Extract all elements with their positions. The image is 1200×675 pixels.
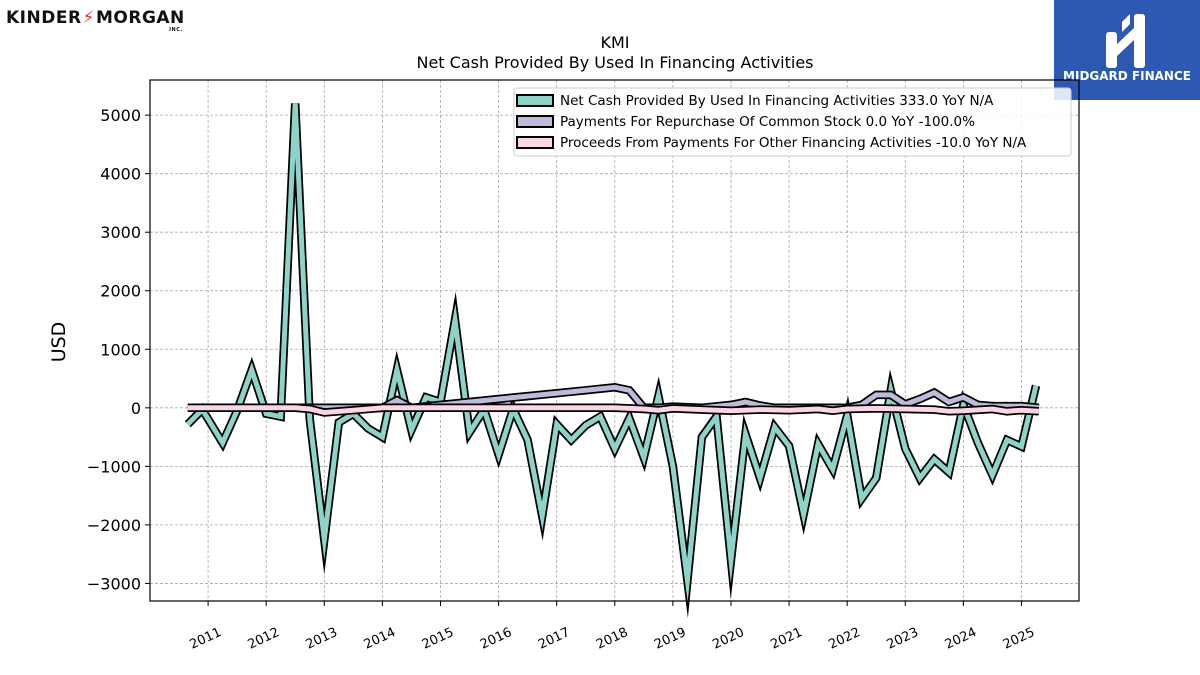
y-tick-label: −2000	[87, 516, 141, 535]
x-tick-label: 2014	[362, 625, 398, 653]
legend-entry-label: Proceeds From Payments For Other Financi…	[560, 135, 1027, 151]
x-tick-label: 2017	[536, 625, 572, 653]
midgard-brand-text: MIDGARD FINANCE	[1063, 69, 1191, 83]
y-tick-label: 0	[131, 399, 141, 418]
y-ticks: 5000 4000 3000 2000 1000 0 −1000 −2000 −3000	[87, 106, 150, 593]
x-ticks: 2011 2012 2013 2014 2015 2016 2017 2018 2019 2020…	[187, 601, 1037, 653]
x-tick-label: 2019	[652, 625, 688, 653]
x-tick-label: 2013	[304, 625, 340, 653]
series-1	[184, 103, 1041, 618]
legend-swatch	[516, 136, 554, 149]
legend-entry-label: Net Cash Provided By Used In Financing A…	[560, 93, 994, 109]
series-3-line	[187, 405, 1040, 416]
series-3	[187, 403, 1040, 417]
x-tick-label: 2011	[187, 625, 223, 653]
x-tick-label: 2016	[478, 625, 514, 653]
x-tick-label: 2021	[768, 625, 804, 653]
grid-lines	[150, 80, 1079, 601]
y-axis-label: USD	[48, 322, 70, 363]
x-tick-label: 2024	[943, 625, 979, 653]
y-tick-label: −1000	[87, 457, 141, 476]
series-1-line	[186, 103, 1039, 603]
series-1-outline	[184, 103, 1041, 618]
y-tick-label: 2000	[100, 282, 141, 301]
logo-inc-text: INC.	[169, 27, 183, 33]
x-tick-label: 2025	[1001, 625, 1037, 653]
x-tick-label: 2020	[710, 625, 746, 653]
x-tick-label: 2012	[246, 625, 282, 653]
series-layer	[184, 103, 1041, 618]
y-tick-label: 1000	[100, 340, 141, 359]
chart-title: KMI	[600, 33, 629, 52]
y-tick-label: 5000	[100, 106, 141, 125]
kinder-morgan-logo: KINDER⚡MORGAN INC.	[6, 8, 185, 33]
legend-swatch	[516, 94, 554, 107]
legend-swatch	[516, 115, 554, 128]
bolt-icon: ⚡	[82, 8, 95, 28]
x-tick-label: 2023	[885, 625, 921, 653]
midgard-mark-icon	[1106, 14, 1145, 68]
x-tick-label: 2022	[827, 625, 863, 653]
midgard-finance-logo: MIDGARD FINANCE	[1054, 0, 1200, 100]
x-tick-label: 2015	[420, 625, 456, 653]
legend-box	[513, 87, 1072, 157]
y-tick-label: −3000	[87, 574, 141, 593]
x-tick-label: 2018	[594, 625, 630, 653]
legend: Net Cash Provided By Used In Financing A…	[513, 87, 1072, 157]
legend-entry-label: Payments For Repurchase Of Common Stock …	[560, 114, 975, 130]
logo-text-kinder: KINDER	[6, 8, 82, 28]
y-tick-label: 4000	[100, 165, 141, 184]
chart-subtitle: Net Cash Provided By Used In Financing A…	[416, 53, 813, 72]
y-tick-label: 3000	[100, 223, 141, 242]
logo-text-morgan: MORGAN	[95, 8, 185, 28]
